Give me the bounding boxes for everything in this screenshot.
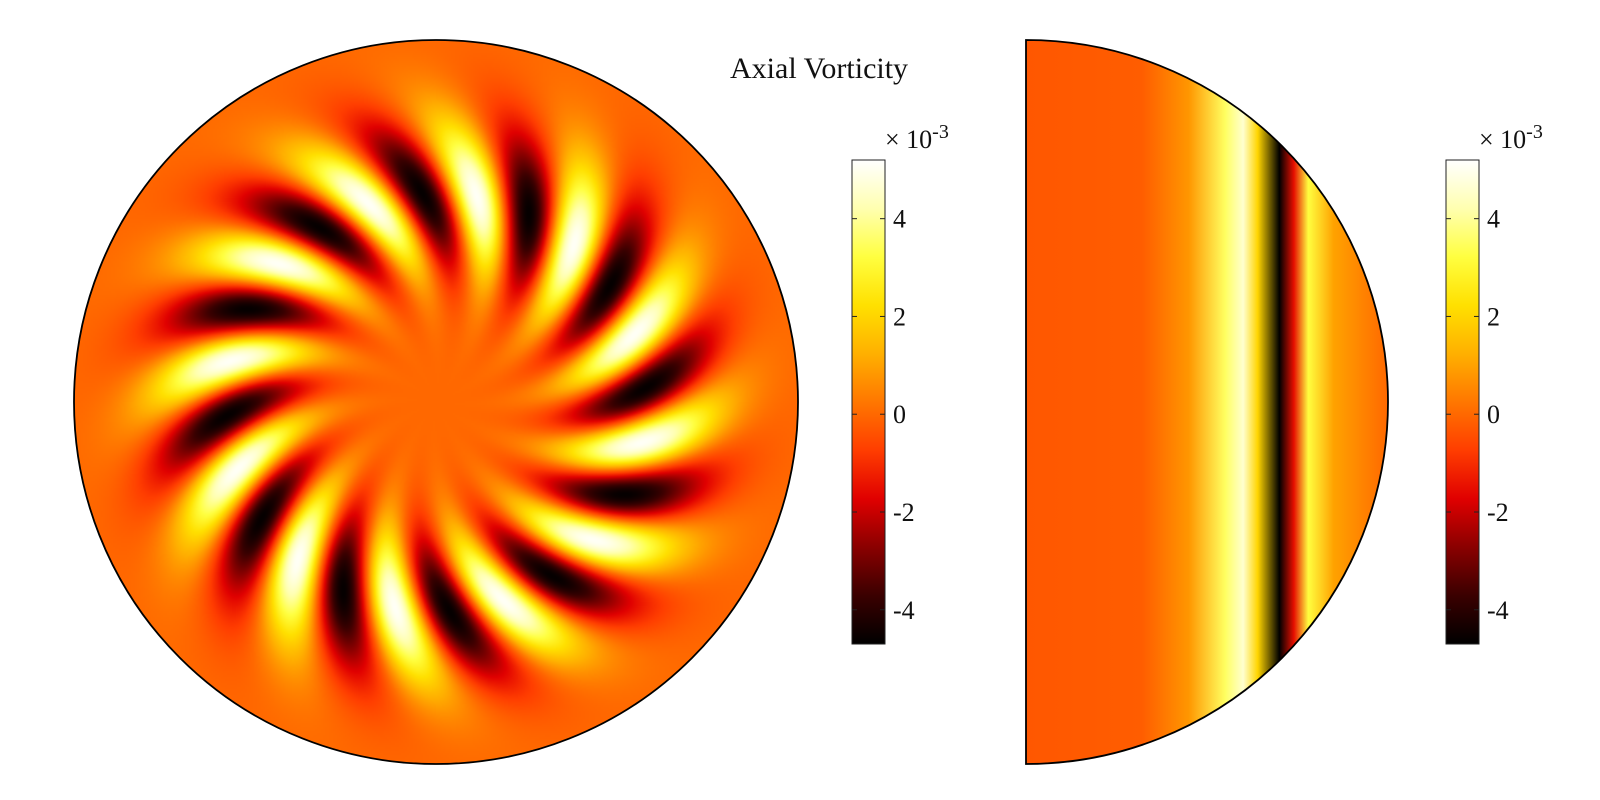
- colorbar-right: -4 -2 0 2 4 × 10-3: [1445, 121, 1543, 645]
- colorbar-left-tick-label: 0: [893, 400, 906, 429]
- colorbar-left-tick-label: 2: [893, 302, 906, 331]
- colorbar-right-tick-label: -2: [1487, 498, 1509, 527]
- colorbar-left-tick-label: 4: [893, 205, 906, 234]
- disk-heatmap: [74, 40, 798, 764]
- half-disk-plot: [1025, 39, 1389, 765]
- colorbar-right-multiplier: × 10-3: [1479, 121, 1543, 154]
- colorbar-right-gradient: [1445, 159, 1480, 645]
- colorbar-left-tick-label: -4: [893, 596, 915, 625]
- colorbar-left-tick-label: -2: [893, 498, 915, 527]
- disk-outline: [73, 39, 799, 765]
- colorbar-right-tick-label: -4: [1487, 596, 1509, 625]
- colorbar-right-tick-label: 0: [1487, 400, 1500, 429]
- colorbar-right-tick-label: 4: [1487, 205, 1500, 234]
- figure-title: Axial Vorticity: [730, 52, 909, 85]
- colorbar-left-gradient: [851, 159, 886, 645]
- disk-plot: [73, 39, 799, 765]
- half-disk-heatmap: [1026, 40, 1388, 764]
- colorbar-right-tick-label: 2: [1487, 302, 1500, 331]
- colorbar-left-multiplier: × 10-3: [885, 121, 949, 154]
- colorbar-left: -4 -2 0 2 4 × 10-3: [851, 121, 949, 645]
- half-disk-outline: [1025, 39, 1389, 765]
